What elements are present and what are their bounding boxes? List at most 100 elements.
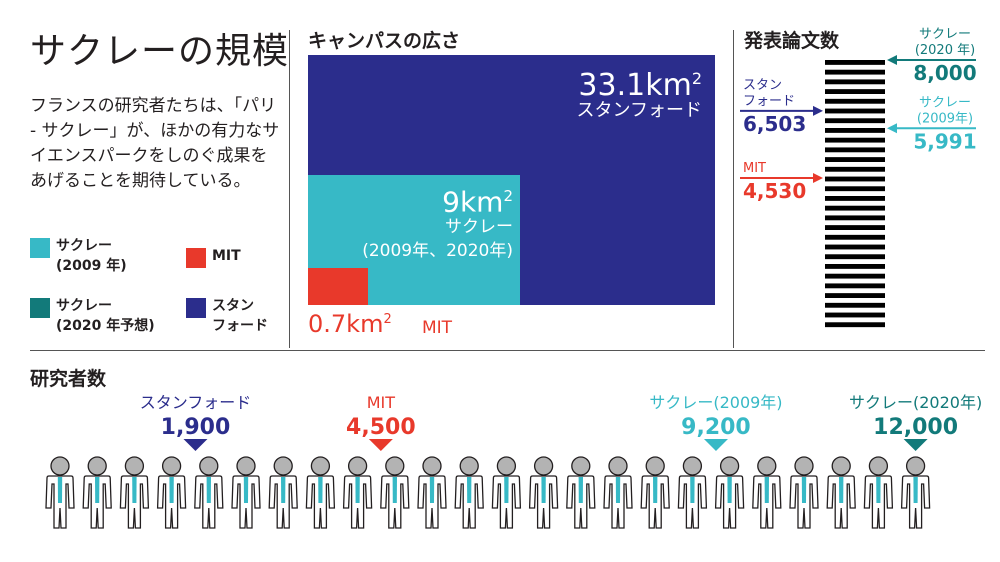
marker-value: 6,503: [743, 112, 806, 136]
researcher-marker-label: サクレー(2009年): [649, 393, 782, 412]
marker-label-line2: フォード: [743, 94, 795, 109]
marker-label: サクレー: [919, 95, 971, 110]
person-tie: [876, 477, 881, 503]
person-head: [794, 456, 814, 476]
person-icon: [119, 456, 150, 529]
person-tie: [392, 477, 397, 503]
paper-stripe: [825, 147, 885, 153]
area-block-mit: [308, 268, 368, 305]
paper-stripe: [825, 128, 885, 133]
person-icon: [714, 456, 745, 529]
stanford-area-value: 33.1km2: [578, 68, 702, 103]
researcher-marker-value: 9,200: [681, 415, 751, 440]
researchers-chart: スタンフォード 1,900 MIT 4,500 サクレー(2009年) 9,200 サクレー…: [45, 393, 982, 529]
person-icon: [677, 456, 708, 529]
person-head: [645, 456, 665, 476]
person-tie: [801, 477, 807, 503]
researcher-marker-value: 4,500: [346, 415, 416, 440]
person-icon: [789, 456, 819, 529]
paper-stripe: [825, 108, 885, 114]
person-head: [868, 456, 889, 476]
legend-item-saclay-2020: サクレー (2020 年予想): [30, 296, 155, 336]
marker-arrow: [813, 172, 823, 183]
marker-sublabel: (2009年): [917, 111, 973, 126]
person-icon: [231, 456, 261, 529]
person-head: [719, 456, 740, 476]
person-tie: [653, 477, 658, 503]
paper-stripe: [825, 98, 885, 104]
person-icon: [752, 456, 782, 529]
person-icon: [826, 456, 856, 529]
legend-label-sub: フォード: [212, 318, 268, 334]
legend-label: スタン: [212, 298, 254, 314]
person-head: [571, 456, 591, 476]
marker-value: 8,000: [913, 61, 976, 85]
researcher-marker-label: サクレー(2020年): [849, 393, 982, 412]
person-tie: [355, 477, 360, 503]
paper-stripe: [825, 79, 885, 85]
paper-stripe: [825, 176, 885, 182]
person-tie: [243, 477, 249, 503]
legend-label: サクレー: [56, 238, 112, 254]
campus-chart-title: キャンパスの広さ: [308, 30, 461, 52]
paper-stripe: [825, 273, 885, 279]
description-text: フランスの研究者たちは、「パリ - サクレー」が、ほかの有力なサイエンスパークを…: [30, 96, 280, 191]
person-icon: [156, 456, 187, 529]
paper-stripe: [825, 205, 885, 211]
paper-stripe: [825, 157, 885, 162]
person-icon: [305, 456, 336, 529]
person-tie: [690, 477, 695, 503]
paper-stripe: [825, 293, 885, 298]
person-icon: [863, 456, 894, 529]
legend-swatch: [186, 248, 206, 268]
paper-stripe: [825, 89, 885, 94]
paper-stripe: [825, 312, 885, 318]
person-icon: [268, 456, 298, 529]
person-head: [87, 456, 107, 476]
researcher-marker-label: MIT: [367, 393, 396, 412]
legend-label: MIT: [212, 248, 241, 264]
person-head: [124, 456, 145, 476]
paper-stripe: [825, 60, 885, 65]
researcher-marker-arrow: [368, 439, 393, 451]
researcher-marker-value: 1,900: [161, 415, 231, 440]
person-tie: [578, 477, 583, 503]
legend-item-mit: MIT: [186, 246, 241, 268]
person-head: [608, 456, 628, 476]
person-tie: [467, 477, 472, 503]
legend-swatch: [186, 298, 206, 318]
stanford-area-label: スタンフォード: [576, 100, 702, 121]
mit-area-label: MIT: [422, 318, 453, 338]
marker-value: 4,530: [743, 179, 806, 203]
person-icon: [82, 456, 112, 529]
person-tie: [504, 477, 509, 503]
researchers-chart-title: 研究者数: [30, 368, 107, 390]
divider-vertical: [733, 30, 734, 348]
page-title: サクレーの規模: [30, 31, 290, 72]
divider-vertical: [289, 30, 290, 348]
paper-stripe: [825, 137, 885, 143]
saclay-area-label: サクレー: [445, 217, 513, 237]
person-tie: [727, 477, 732, 503]
paper-stripe: [825, 69, 885, 75]
legend-item-saclay-2009: サクレー (2009 年): [30, 236, 127, 276]
person-head: [831, 456, 851, 476]
person-head: [385, 456, 405, 476]
person-icon: [194, 456, 224, 529]
person-icon: [900, 456, 931, 529]
person-tie: [169, 477, 174, 503]
person-icon: [45, 456, 75, 529]
person-head: [905, 456, 926, 476]
person-icon: [603, 456, 633, 529]
paper-stripe: [825, 264, 885, 269]
saclay-area-value: 9km2: [442, 185, 513, 219]
person-head: [161, 456, 182, 476]
saclay-area-sublabel: (2009年、2020年): [362, 241, 513, 261]
person-tie: [541, 477, 546, 503]
paper-stripe: [825, 234, 885, 240]
person-tie: [318, 477, 323, 503]
person-tie: [57, 477, 63, 503]
marker-arrow: [887, 55, 897, 65]
person-tie: [132, 477, 137, 503]
person-head: [273, 456, 293, 476]
